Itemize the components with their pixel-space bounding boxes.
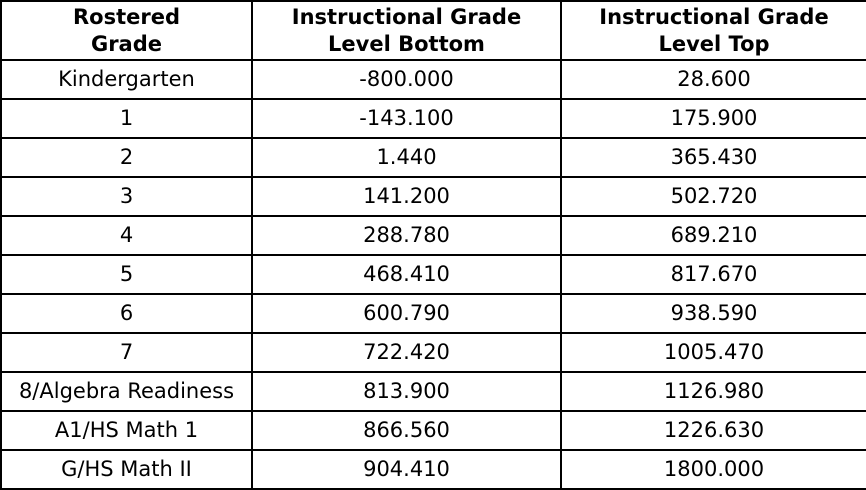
header-line: Instructional Grade bbox=[599, 4, 829, 29]
header-line: Rostered bbox=[72, 4, 180, 29]
col-header-rostered-grade: Rostered Grade bbox=[0, 0, 253, 61]
table-row: A1/HS Math 1 866.560 1226.630 bbox=[0, 410, 866, 451]
cell-instructional-grade-level-top: 1226.630 bbox=[560, 410, 866, 451]
header-line: Level Bottom bbox=[328, 31, 485, 56]
col-header-instructional-grade-level-top: Instructional Grade Level Top bbox=[560, 0, 866, 61]
cell-instructional-grade-level-bottom: 904.410 bbox=[251, 449, 562, 490]
cell-rostered-grade: 8/Algebra Readiness bbox=[0, 371, 253, 412]
cell-instructional-grade-level-top: 689.210 bbox=[560, 215, 866, 256]
cell-instructional-grade-level-top: 365.430 bbox=[560, 137, 866, 178]
cell-rostered-grade: Kindergarten bbox=[0, 59, 253, 100]
cell-instructional-grade-level-bottom: 600.790 bbox=[251, 293, 562, 334]
header-row: Rostered Grade Instructional Grade Level… bbox=[0, 0, 866, 61]
cell-instructional-grade-level-bottom: 722.420 bbox=[251, 332, 562, 373]
table-row: G/HS Math II 904.410 1800.000 bbox=[0, 449, 866, 490]
table-row: 5 468.410 817.670 bbox=[0, 254, 866, 295]
cell-instructional-grade-level-top: 28.600 bbox=[560, 59, 866, 100]
col-header-instructional-grade-level-bottom: Instructional Grade Level Bottom bbox=[251, 0, 562, 61]
header-line: Level Top bbox=[658, 31, 770, 56]
cell-instructional-grade-level-bottom: 813.900 bbox=[251, 371, 562, 412]
cell-instructional-grade-level-bottom: 1.440 bbox=[251, 137, 562, 178]
table-row: 6 600.790 938.590 bbox=[0, 293, 866, 334]
cell-instructional-grade-level-bottom: -143.100 bbox=[251, 98, 562, 139]
table-row: 2 1.440 365.430 bbox=[0, 137, 866, 178]
table-row: 8/Algebra Readiness 813.900 1126.980 bbox=[0, 371, 866, 412]
cell-rostered-grade: 2 bbox=[0, 137, 253, 178]
cell-instructional-grade-level-top: 938.590 bbox=[560, 293, 866, 334]
table-row: 3 141.200 502.720 bbox=[0, 176, 866, 217]
cell-rostered-grade: 1 bbox=[0, 98, 253, 139]
cell-instructional-grade-level-bottom: 288.780 bbox=[251, 215, 562, 256]
table-row: 7 722.420 1005.470 bbox=[0, 332, 866, 373]
cell-instructional-grade-level-top: 1005.470 bbox=[560, 332, 866, 373]
cell-instructional-grade-level-top: 502.720 bbox=[560, 176, 866, 217]
table-row: 1 -143.100 175.900 bbox=[0, 98, 866, 139]
cell-rostered-grade: 5 bbox=[0, 254, 253, 295]
cell-instructional-grade-level-top: 1800.000 bbox=[560, 449, 866, 490]
cell-instructional-grade-level-top: 817.670 bbox=[560, 254, 866, 295]
cell-instructional-grade-level-top: 1126.980 bbox=[560, 371, 866, 412]
cell-rostered-grade: A1/HS Math 1 bbox=[0, 410, 253, 451]
cell-instructional-grade-level-top: 175.900 bbox=[560, 98, 866, 139]
cell-instructional-grade-level-bottom: 141.200 bbox=[251, 176, 562, 217]
cell-rostered-grade: 4 bbox=[0, 215, 253, 256]
table-body: Kindergarten -800.000 28.600 1 -143.100 175.9… bbox=[0, 59, 866, 490]
cell-instructional-grade-level-bottom: -800.000 bbox=[251, 59, 562, 100]
table-row: 4 288.780 689.210 bbox=[0, 215, 866, 256]
header-line: Instructional Grade bbox=[291, 4, 522, 29]
cell-instructional-grade-level-bottom: 866.560 bbox=[251, 410, 562, 451]
table-header: Rostered Grade Instructional Grade Level… bbox=[0, 0, 866, 61]
cell-rostered-grade: G/HS Math II bbox=[0, 449, 253, 490]
table-row: Kindergarten -800.000 28.600 bbox=[0, 59, 866, 100]
cell-instructional-grade-level-bottom: 468.410 bbox=[251, 254, 562, 295]
cell-rostered-grade: 6 bbox=[0, 293, 253, 334]
cell-rostered-grade: 3 bbox=[0, 176, 253, 217]
cell-rostered-grade: 7 bbox=[0, 332, 253, 373]
header-line: Grade bbox=[90, 31, 163, 56]
